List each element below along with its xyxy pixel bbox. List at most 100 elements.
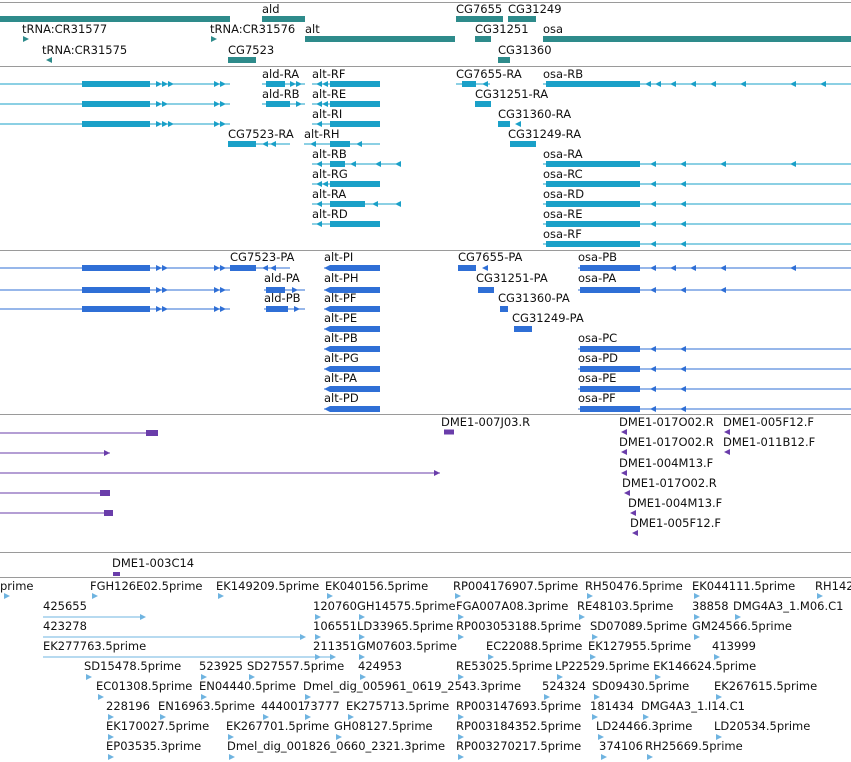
feature[interactable]: DME1-005F12.F (723, 415, 814, 435)
feature[interactable]: EN04440.5prime (199, 679, 296, 700)
feature[interactable]: alt-RA (312, 187, 401, 207)
feature[interactable]: CG7655-RA (456, 67, 522, 87)
feature[interactable]: GM07603.5prime (357, 639, 457, 660)
feature[interactable]: 228196 (106, 699, 150, 720)
feature[interactable]: Dmel_dig_005961_0619_2543.3prime (303, 679, 521, 700)
feature[interactable]: ald-PB (264, 291, 305, 312)
feature[interactable]: DME1-004M13.F (619, 456, 713, 476)
feature[interactable]: osa-PC (578, 331, 851, 352)
feature[interactable]: alt-RG (312, 167, 380, 187)
feature[interactable]: LD33965.5prime (357, 619, 453, 640)
feature[interactable]: alt-PG (324, 351, 380, 372)
feature[interactable]: osa-RC (543, 167, 851, 187)
feature[interactable]: CG31249 (508, 2, 562, 22)
feature[interactable]: CG7655-PA (458, 250, 523, 271)
feature[interactable]: CG31251-PA (476, 271, 548, 293)
feature[interactable]: alt-PH (324, 271, 380, 293)
feature[interactable]: CG7523-RA (228, 127, 294, 147)
feature[interactable]: alt (305, 22, 455, 42)
feature[interactable]: GH14575.5prime (357, 599, 456, 620)
feature[interactable]: DME1-004M13.F (628, 496, 722, 516)
feature[interactable]: 120760 (313, 599, 357, 620)
feature[interactable]: osa-PD (578, 351, 851, 372)
feature[interactable]: 73777 (303, 699, 340, 720)
feature[interactable]: alt-PE (324, 311, 380, 332)
feature[interactable]: LD20534.5prime (714, 719, 810, 740)
feature[interactable]: SD27557.5prime (247, 659, 344, 680)
feature[interactable]: EK275713.5prime (346, 699, 449, 720)
feature[interactable]: ald-PA (264, 271, 305, 293)
feature[interactable]: osa-RE (543, 207, 851, 227)
feature[interactable]: EK127955.5prime (588, 639, 691, 660)
feature[interactable]: EK040156.5prime (325, 579, 428, 599)
feature[interactable]: alt-RD (312, 207, 380, 227)
feature[interactable]: osa-RB (543, 67, 851, 87)
feature[interactable]: SD07089.5prime (590, 619, 687, 640)
feature[interactable]: GH08127.5prime (334, 719, 433, 740)
feature[interactable]: CG7523 (228, 43, 274, 63)
feature[interactable]: alt-RF (312, 67, 380, 87)
feature[interactable]: CG7523-PA (230, 250, 295, 271)
feature[interactable]: FGA007A08.3prime (456, 599, 568, 620)
feature[interactable]: SD09430.5prime (592, 679, 689, 700)
feature[interactable]: 424953 (358, 659, 402, 680)
feature[interactable]: 524324 (542, 679, 586, 700)
feature[interactable]: RH50476.5prime (585, 579, 683, 599)
feature[interactable]: alt-PD (324, 391, 380, 412)
feature[interactable]: 444001 (261, 699, 305, 720)
feature[interactable]: CG31249-PA (512, 311, 584, 332)
feature[interactable]: alt-PB (324, 331, 380, 352)
feature[interactable]: 425655 (43, 599, 146, 620)
feature[interactable]: RP003270217.5prime (456, 739, 581, 760)
feature[interactable]: tRNA:CR31575 (42, 43, 127, 63)
feature[interactable]: DME1-003C14 (112, 556, 194, 576)
feature[interactable]: ald-RA (262, 67, 305, 87)
feature[interactable]: DMG4A3_1.I14.C1 (641, 699, 745, 720)
feature[interactable]: DME1-007J03.R (441, 415, 530, 435)
feature[interactable]: 413999 (712, 639, 756, 660)
feature[interactable]: RP003147693.5prime (456, 699, 581, 720)
feature[interactable]: alt-RE (312, 87, 380, 107)
feature[interactable]: CG31251-RA (475, 87, 548, 107)
feature[interactable]: RH25669.5prime (645, 739, 743, 760)
feature[interactable]: DME1-017O02.R (619, 415, 714, 435)
feature[interactable]: osa-PB (578, 250, 851, 271)
feature[interactable]: FGH126E02.5prime (90, 579, 203, 599)
feature[interactable]: Dmel_dig_001826_0660_2321.3prime (227, 739, 445, 760)
feature[interactable]: osa-PA (578, 271, 851, 293)
feature[interactable]: EK170027.5prime (106, 719, 209, 740)
feature[interactable]: CG31251 (475, 22, 529, 42)
feature[interactable]: CG31249-RA (508, 127, 581, 147)
feature[interactable]: CG7655 (456, 2, 503, 22)
feature[interactable]: alt-RB (312, 147, 401, 167)
feature[interactable]: GM24566.5prime (692, 619, 792, 640)
feature[interactable]: prime (0, 579, 34, 599)
feature[interactable]: CG31360-RA (498, 107, 571, 127)
feature[interactable]: RP003053188.5prime (456, 619, 581, 640)
feature[interactable]: RH142 (815, 579, 851, 599)
feature[interactable]: alt-PI (324, 250, 380, 271)
feature[interactable]: EK267701.5prime (226, 719, 329, 740)
feature[interactable]: CG31360-PA (498, 291, 570, 312)
feature[interactable]: alt-PF (324, 291, 380, 312)
feature[interactable]: RE53025.5prime (456, 659, 552, 680)
feature[interactable]: LP22529.5prime (555, 659, 649, 680)
feature[interactable]: 38858 (692, 599, 729, 620)
feature[interactable]: alt-RH (304, 127, 380, 147)
feature[interactable]: EK277763.5prime (43, 639, 336, 660)
feature[interactable]: ald (262, 2, 305, 22)
feature[interactable]: alt-PA (324, 371, 380, 392)
feature[interactable]: 374106 (599, 739, 643, 760)
feature[interactable]: osa (543, 22, 851, 42)
feature[interactable]: 106551 (313, 619, 357, 640)
feature[interactable]: SD15478.5prime (84, 659, 181, 680)
feature[interactable]: EC22088.5prime (486, 639, 582, 660)
feature[interactable]: 423278 (43, 619, 306, 640)
feature[interactable]: alt-RI (312, 107, 380, 127)
feature[interactable]: tRNA:CR31576 (210, 22, 295, 42)
feature[interactable]: RP004176907.5prime (453, 579, 578, 599)
feature[interactable]: osa-RA (543, 147, 851, 167)
feature[interactable]: EK149209.5prime (216, 579, 319, 599)
feature[interactable]: RP003184352.5prime (456, 719, 581, 740)
feature[interactable]: EK146624.5prime (653, 659, 756, 680)
